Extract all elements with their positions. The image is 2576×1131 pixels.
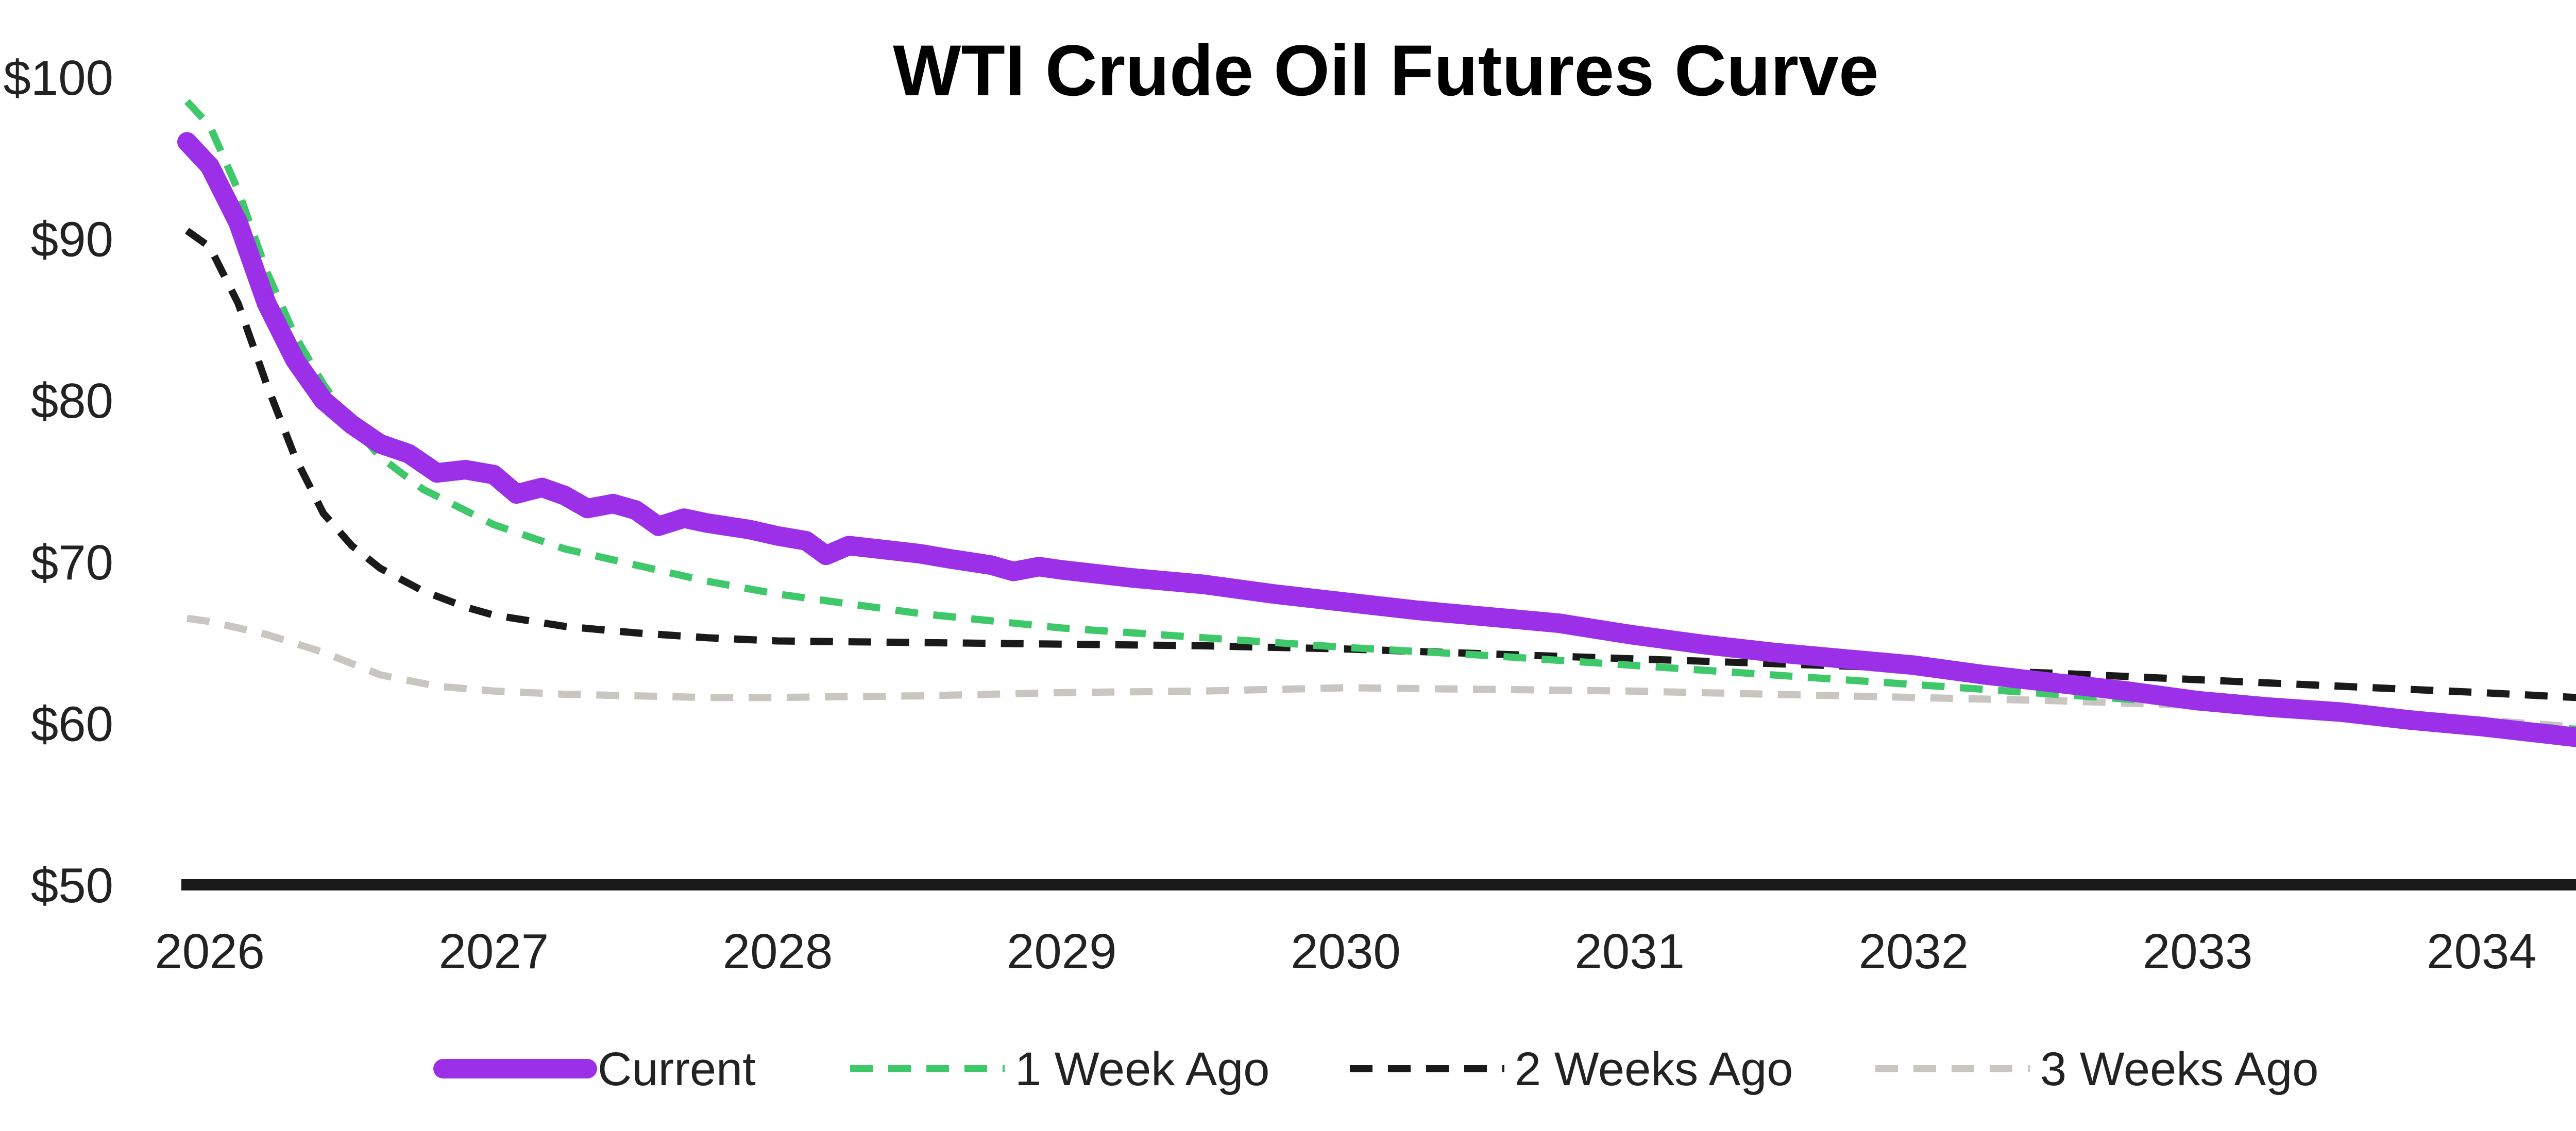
y-tick-label: $90	[31, 212, 113, 267]
y-tick-label: $60	[31, 696, 113, 751]
x-tick-label: 2026	[155, 924, 265, 979]
series-lines	[177, 99, 2576, 747]
y-tick-label: $50	[31, 858, 113, 913]
x-tick-label: 2030	[1291, 924, 1401, 979]
x-axis-ticks: 2026 2027 2028 2029 2030 2031 2032 2033 2034	[155, 924, 2536, 979]
series-line-1-week-ago	[184, 99, 2576, 733]
legend-label: 3 Weeks Ago	[2040, 1043, 2318, 1095]
x-tick-label: 2031	[1574, 924, 1685, 979]
legend: Current 1 Week Ago 2 Weeks Ago 3 Weeks Ago	[433, 1043, 2318, 1095]
series-line-3-weeks-ago	[187, 614, 2576, 731]
legend-label: Current	[598, 1043, 756, 1095]
legend-label: 2 Weeks Ago	[1515, 1043, 1793, 1095]
legend-label: 1 Week Ago	[1015, 1043, 1269, 1095]
x-tick-label: 2029	[1007, 924, 1117, 979]
x-tick-label: 2033	[2143, 924, 2253, 979]
x-tick-label: 2032	[1859, 924, 1969, 979]
chart-title: WTI Crude Oil Futures Curve	[893, 30, 1879, 111]
y-tick-label: $100	[3, 50, 113, 106]
y-tick-label: $80	[31, 373, 113, 429]
x-tick-label: 2034	[2427, 924, 2537, 979]
x-tick-label: 2027	[439, 924, 549, 979]
y-axis-ticks: $50 $60 $70 $80 $90 $100	[3, 50, 113, 913]
x-tick-label: 2028	[723, 924, 833, 979]
series-line-current	[177, 132, 2576, 747]
series-line-2-weeks-ago	[184, 228, 2576, 701]
y-tick-label: $70	[31, 535, 113, 590]
